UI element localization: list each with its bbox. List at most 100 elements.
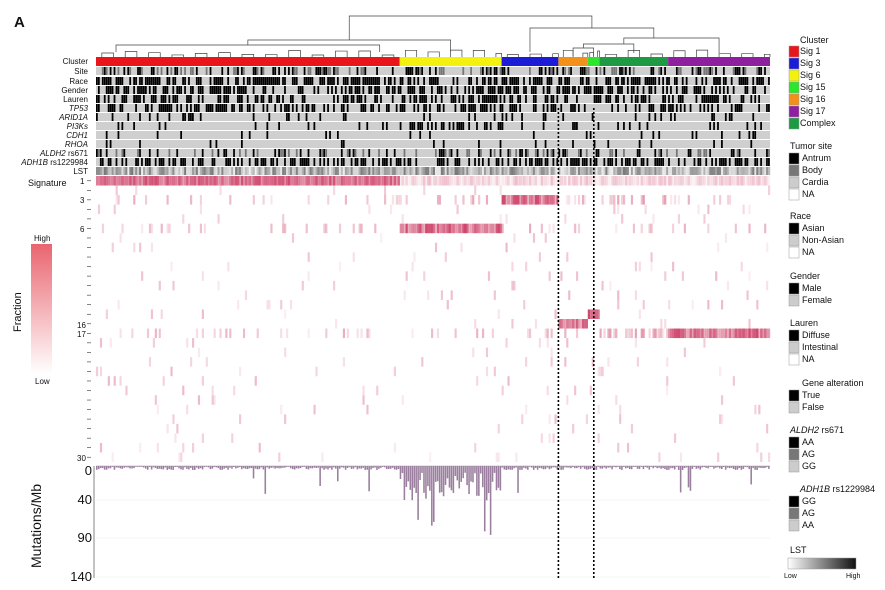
heatmap-cell — [642, 195, 645, 205]
annotation-cell — [572, 140, 574, 148]
mutation-bar — [433, 466, 435, 522]
annotation-cell — [307, 158, 310, 166]
annotation-cell — [742, 95, 745, 103]
annotation-cell — [109, 86, 112, 94]
mutation-bar — [133, 466, 135, 469]
mutation-bar — [574, 466, 576, 469]
heatmap-cell — [675, 176, 679, 186]
lst-cell — [689, 167, 692, 175]
mutation-bar — [264, 466, 267, 494]
lst-cell — [223, 167, 226, 175]
heatmap-cell — [313, 176, 316, 186]
annotation-cell — [423, 113, 425, 121]
annotation-cell — [440, 158, 443, 166]
heatmap-cell — [546, 328, 549, 339]
heatmap-cell — [97, 176, 101, 186]
annotation-cell — [562, 149, 565, 157]
annotation-cell — [327, 67, 329, 75]
heatmap-cell — [728, 328, 732, 339]
mutation-bar — [529, 466, 531, 467]
heatmap-cell — [403, 176, 406, 186]
annotation-cell — [117, 122, 120, 130]
mutation-bar — [503, 466, 506, 470]
lst-cell — [701, 167, 704, 175]
heatmap-cell — [619, 176, 622, 186]
heatmap-cell — [548, 414, 551, 424]
heatmap-cell — [642, 328, 645, 339]
annotation-cell — [360, 67, 363, 75]
annotation-cell — [168, 158, 171, 166]
mutation-bar — [286, 466, 288, 467]
mutation-bar — [115, 466, 118, 468]
lst-cell — [572, 167, 575, 175]
mutation-bar — [195, 466, 198, 468]
heatmap-cell — [715, 328, 718, 339]
annotation-cell — [581, 67, 584, 75]
annotation-cell — [701, 95, 704, 103]
annotation-cell — [319, 67, 322, 75]
annotation-cell — [744, 86, 747, 94]
annotation-cell — [123, 86, 126, 94]
annotation-cell — [628, 158, 631, 166]
lst-cell — [303, 167, 306, 175]
mutation-bar — [650, 466, 653, 467]
lst-cell — [239, 167, 242, 175]
heatmap-cell — [711, 328, 714, 339]
annotation-cell — [166, 86, 169, 94]
heatmap-cell — [515, 195, 518, 205]
annotation-cell — [579, 149, 582, 157]
annotation-cell — [409, 158, 412, 166]
heatmap-cell — [679, 176, 683, 186]
lst-cell — [166, 167, 169, 175]
heatmap-cell — [113, 176, 116, 186]
annotation-cell — [225, 86, 228, 94]
lst-cell — [748, 167, 751, 175]
annotation-cell — [376, 67, 378, 75]
heatmap-cell — [258, 442, 261, 453]
heatmap-cell — [640, 328, 643, 339]
heatmap-cell — [566, 395, 569, 405]
lst-cell — [121, 167, 124, 175]
mutation-bar — [530, 466, 533, 468]
lst-cell — [103, 167, 106, 175]
lst-cell — [721, 167, 724, 175]
annotation-cell — [103, 67, 106, 75]
annotation-cell — [440, 122, 443, 130]
mutation-bar — [532, 466, 535, 470]
annotation-cell — [295, 77, 298, 85]
annotation-cell — [260, 77, 263, 85]
annotation-cell — [695, 86, 698, 94]
annotation-cell — [450, 149, 453, 157]
annotation-row — [96, 122, 770, 130]
lst-cell — [564, 167, 567, 175]
heatmap-cell — [740, 261, 743, 272]
heatmap-cell — [683, 347, 686, 358]
legend-item: NA — [802, 247, 815, 257]
lst-cell — [137, 167, 140, 175]
lst-cell — [215, 167, 218, 175]
heatmap-cell — [143, 176, 146, 186]
lst-cell — [570, 167, 573, 175]
annotation-cell — [182, 158, 184, 166]
annotation-cell — [244, 149, 247, 157]
heatmap-cell — [333, 185, 336, 196]
annotation-cell — [566, 86, 568, 94]
annotation-cell — [127, 113, 130, 121]
heatmap-cell — [548, 176, 551, 186]
legend-item: NA — [802, 189, 815, 199]
annotation-cell — [242, 77, 245, 85]
lst-cell — [231, 167, 234, 175]
heatmap-cell — [652, 176, 655, 186]
mutation-bar — [335, 466, 337, 469]
heatmap-cell — [317, 176, 320, 186]
lst-cell — [446, 167, 449, 175]
mutation-bar — [744, 466, 747, 468]
annotation-cell — [378, 149, 380, 157]
lst-cell — [466, 167, 469, 175]
lst-cell — [493, 167, 496, 175]
heatmap-cell — [195, 328, 199, 339]
annotation-cell — [546, 77, 549, 85]
lst-cell — [182, 167, 185, 175]
annotation-cell — [681, 95, 684, 103]
mutation-bar — [583, 466, 586, 469]
